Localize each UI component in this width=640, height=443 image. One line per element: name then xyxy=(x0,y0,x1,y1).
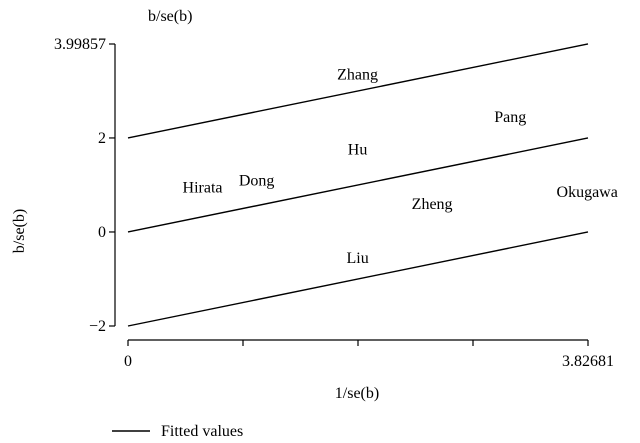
point-label-pang: Pang xyxy=(494,109,526,126)
axes: −2 0 2 3.99857 0 3.82681 xyxy=(54,36,614,370)
point-label-dong: Dong xyxy=(239,172,275,189)
y-tick-label-0: −2 xyxy=(89,318,106,335)
point-label-zhang: Zhang xyxy=(337,66,378,83)
y-tick-label-1: 0 xyxy=(98,224,106,241)
y-tick-label-2: 2 xyxy=(98,130,106,147)
x-tick-label-0: 0 xyxy=(124,353,132,370)
legend: Fitted values xyxy=(112,423,243,440)
x-axis-label: 1/se(b) xyxy=(335,385,379,402)
legend-label: Fitted values xyxy=(161,423,243,440)
study-labels: Zhang Pang Hu Hirata Dong Zheng Okugawa Liu xyxy=(183,66,618,266)
y-tick-label-3: 3.99857 xyxy=(54,36,106,53)
point-label-hu: Hu xyxy=(348,142,368,159)
fitted-lines xyxy=(127,43,589,327)
y-axis-top-label: b/se(b) xyxy=(148,8,192,25)
fitted-line-0 xyxy=(127,43,589,139)
y-axis-label: b/se(b) xyxy=(11,209,28,253)
point-label-liu: Liu xyxy=(346,250,368,267)
fitted-line-2 xyxy=(127,231,589,327)
fitted-line-1 xyxy=(127,137,589,233)
point-label-hirata: Hirata xyxy=(183,179,223,196)
point-label-zheng: Zheng xyxy=(412,196,453,213)
point-label-okugawa: Okugawa xyxy=(557,184,618,201)
x-tick-label-4: 3.82681 xyxy=(562,353,614,370)
